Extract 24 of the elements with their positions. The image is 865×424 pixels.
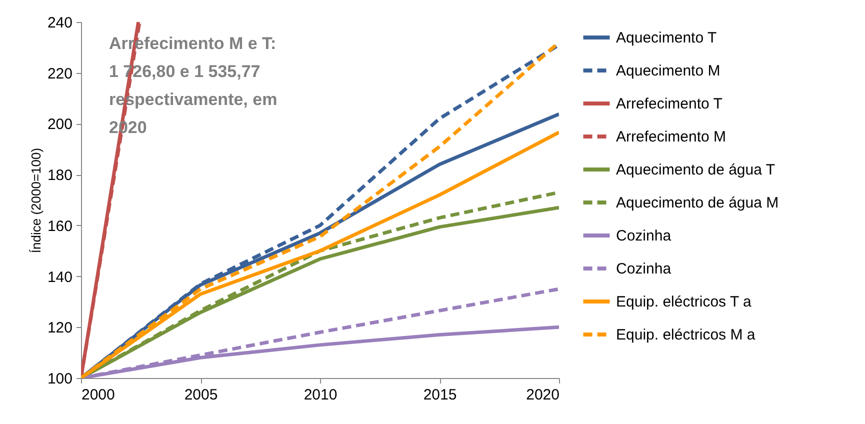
x-tick-label: 2005 (184, 386, 218, 404)
legend-label: Equip. eléctricos M a (616, 326, 756, 344)
y-tick-label: 140 (47, 268, 72, 286)
y-tick-label: 100 (47, 370, 72, 388)
x-tick-label: 2020 (526, 386, 560, 404)
x-tick-label: 2000 (82, 386, 115, 404)
legend-label: Arrefecimento M (616, 128, 726, 146)
legend-label: Aquecimento T (616, 30, 717, 46)
y-tick-label: 120 (47, 320, 72, 337)
legend-label: Arrefecimento T (616, 96, 722, 112)
legend-label: Aquecimento de água M (616, 194, 779, 212)
y-tick-label: 180 (47, 167, 72, 184)
legend-label: Cozinha (616, 260, 672, 278)
y-tick-label: 240 (47, 14, 72, 32)
legend-label: Cozinha (616, 228, 672, 244)
legend-label: Equip. eléctricos T a (616, 294, 752, 310)
y-tick-label: 220 (47, 65, 72, 82)
y-tick-label: 200 (47, 116, 72, 134)
x-tick-label: 2010 (304, 386, 338, 404)
legend-label: Aquecimento de água T (616, 162, 776, 178)
y-tick-label: 160 (47, 218, 72, 235)
legend-label: Aquecimento M (616, 62, 720, 80)
y-axis-title: Índice (2000=100) (28, 148, 44, 254)
x-tick-label: 2015 (423, 386, 457, 404)
